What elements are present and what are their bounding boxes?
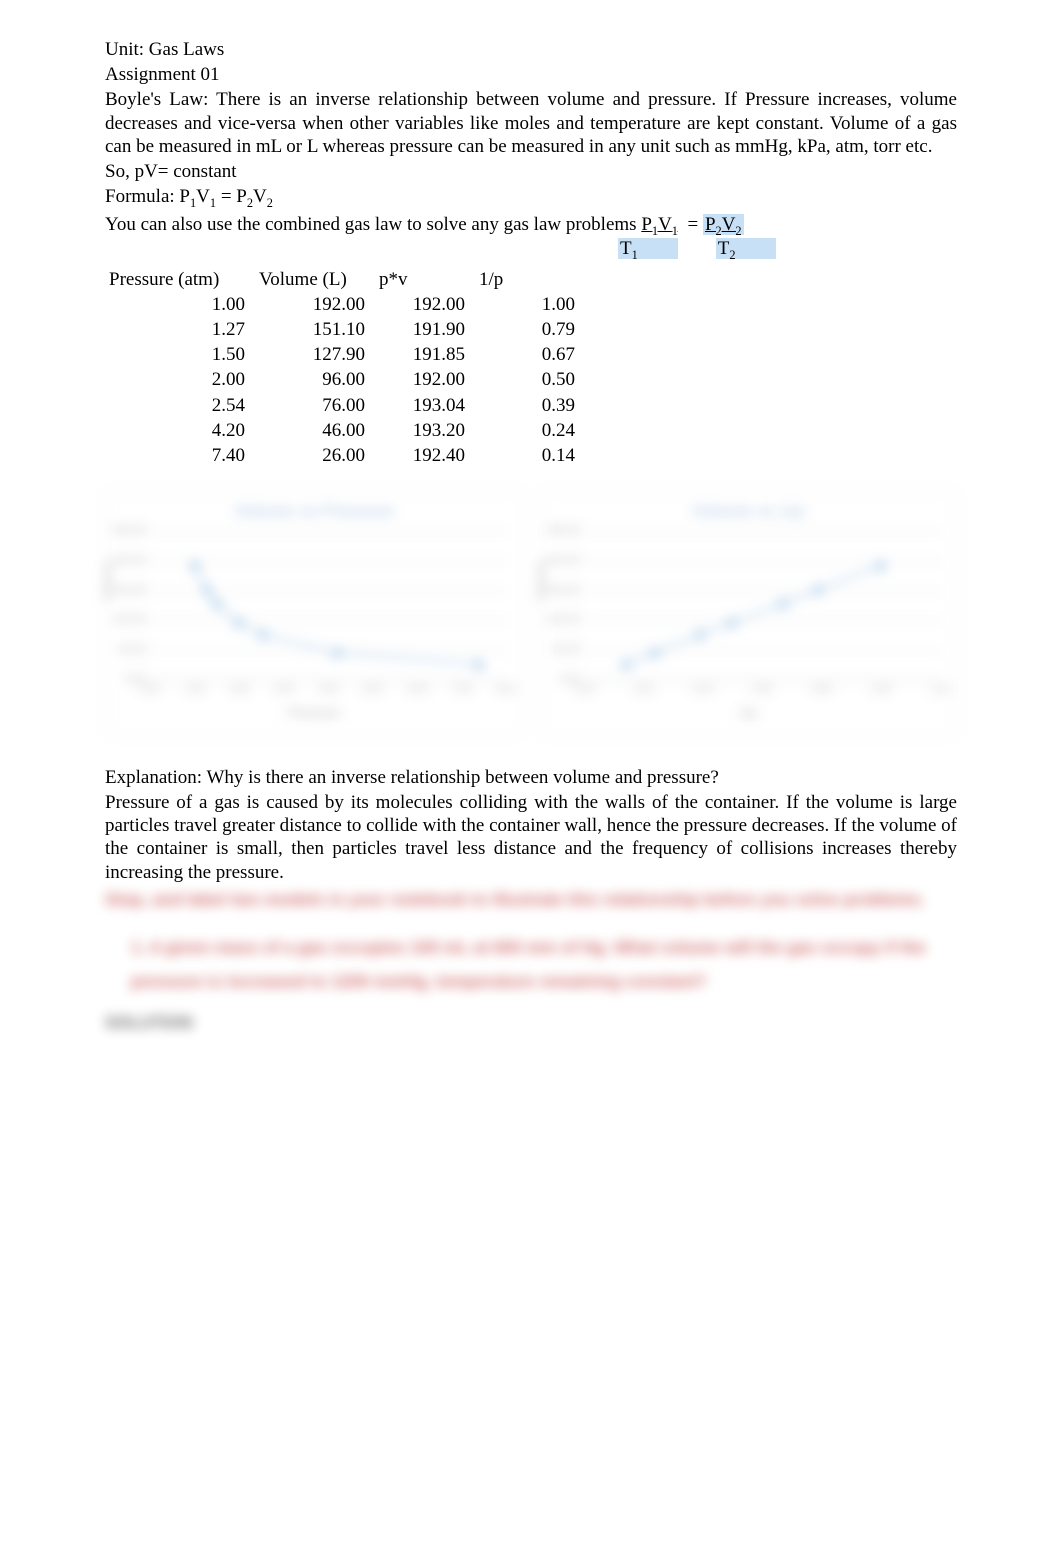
table-cell: 0.50 (475, 367, 585, 392)
combined-gas-law-line: You can also use the combined gas law to… (105, 213, 957, 239)
table-row: 1.00192.00192.001.00 (105, 292, 585, 317)
col-pv: p*v (375, 267, 475, 292)
chart-volume-vs-pressure: Volume vs Pressure Volume 0.0050.00100.0… (105, 490, 523, 736)
table-cell: 191.85 (375, 342, 475, 367)
table-cell: 192.00 (375, 292, 475, 317)
table-cell: 193.04 (375, 393, 475, 418)
table-cell: 151.10 (255, 317, 375, 342)
unit-title: Unit: Gas Laws (105, 38, 957, 61)
charts-container: Volume vs Pressure Volume 0.0050.00100.0… (105, 490, 957, 736)
table-cell: 1.00 (475, 292, 585, 317)
table-cell: 192.40 (375, 443, 475, 468)
table-cell: 0.39 (475, 393, 585, 418)
table-cell: 96.00 (255, 367, 375, 392)
fraction-denominators: T1T2 (618, 237, 776, 263)
table-header-row: Pressure (atm) Volume (L) p*v 1/p (105, 267, 585, 292)
chart-left-title: Volume vs Pressure (114, 501, 514, 523)
table-cell: 4.20 (105, 418, 255, 443)
chart-right-xlabel: 1/p (548, 705, 948, 721)
table-cell: 193.20 (375, 418, 475, 443)
table-row: 7.4026.00192.400.14 (105, 443, 585, 468)
chart-volume-vs-invp: Volume vs 1/p Volume 0.0050.00100.00150.… (539, 490, 957, 736)
table-row: 4.2046.00193.200.24 (105, 418, 585, 443)
table-cell: 2.00 (105, 367, 255, 392)
table-cell: 0.79 (475, 317, 585, 342)
gas-data-table: Pressure (atm) Volume (L) p*v 1/p 1.0019… (105, 267, 585, 468)
table-cell: 192.00 (255, 292, 375, 317)
explanation-question: Explanation: Why is there an inverse rel… (105, 766, 957, 789)
table-cell: 1.00 (105, 292, 255, 317)
table-cell: 76.00 (255, 393, 375, 418)
table-cell: 46.00 (255, 418, 375, 443)
table-cell: 192.00 (375, 367, 475, 392)
table-cell: 127.90 (255, 342, 375, 367)
table-cell: 2.54 (105, 393, 255, 418)
table-cell: 0.24 (475, 418, 585, 443)
formula-line: Formula: P1V1 = P2V2 (105, 185, 957, 211)
combined-prefix: You can also use the combined gas law to… (105, 214, 641, 235)
table-row: 2.0096.00192.000.50 (105, 367, 585, 392)
table-row: 1.50127.90191.850.67 (105, 342, 585, 367)
table-cell: 1.27 (105, 317, 255, 342)
col-pressure: Pressure (atm) (105, 267, 255, 292)
boyles-law-description: Boyle's Law: There is an inverse relatio… (105, 88, 957, 158)
chart-right-title: Volume vs 1/p (548, 501, 948, 523)
table-cell: 0.14 (475, 443, 585, 468)
table-cell: 191.90 (375, 317, 475, 342)
table-cell: 26.00 (255, 443, 375, 468)
table-row: 1.27151.10191.900.79 (105, 317, 585, 342)
blurred-hidden-content: Stop, and label two models in your noteb… (105, 890, 957, 1033)
solution-label: SOLUTION (105, 1013, 957, 1034)
table-row: 2.5476.00193.040.39 (105, 393, 585, 418)
table-cell: 0.67 (475, 342, 585, 367)
formula-prefix: Formula: (105, 186, 179, 207)
col-invp: 1/p (475, 267, 585, 292)
table-cell: 7.40 (105, 443, 255, 468)
pv-constant-line: So, pV= constant (105, 160, 957, 183)
problem-1: 1. A given mass of a gas occupies 100 mL… (131, 931, 957, 999)
assignment-title: Assignment 01 (105, 63, 957, 86)
chart-left-xlabel: Pressure (114, 705, 514, 721)
table-cell: 1.50 (105, 342, 255, 367)
stop-instruction: Stop, and label two models in your noteb… (105, 890, 957, 911)
explanation-answer: Pressure of a gas is caused by its molec… (105, 791, 957, 884)
col-volume: Volume (L) (255, 267, 375, 292)
